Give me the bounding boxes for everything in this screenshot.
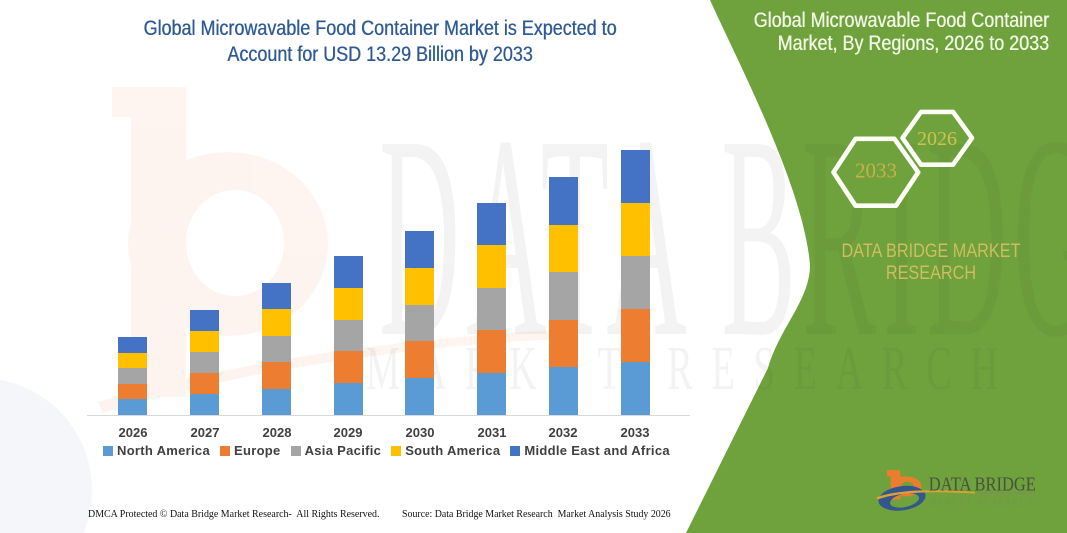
svg-text:MARKET RESEARCH: MARKET RESEARCH (930, 498, 1035, 509)
svg-text:2033: 2033 (855, 159, 897, 183)
svg-text:DATA BRIDGE: DATA BRIDGE (929, 474, 1036, 496)
svg-text:2026: 2026 (917, 128, 957, 150)
svg-text:MARKET RESEARCH: MARKET RESEARCH (366, 335, 1017, 404)
